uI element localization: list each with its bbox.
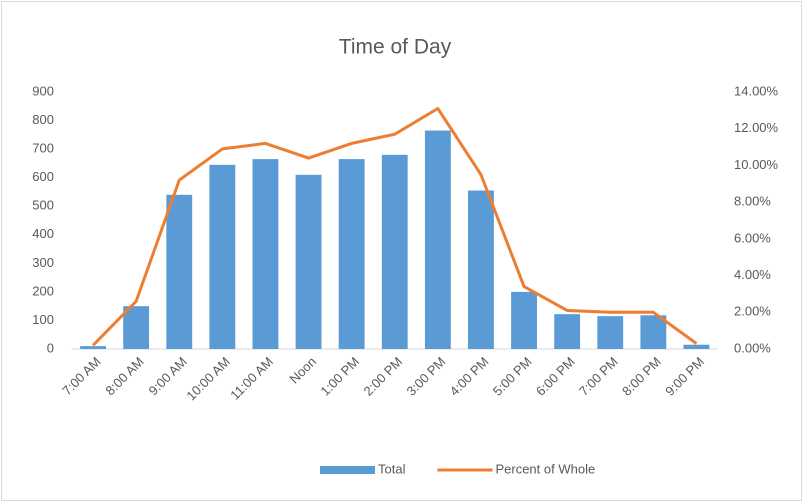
y-tick-label: 400 [32,226,54,241]
bar [683,344,710,349]
bar [381,154,408,349]
y-tick-label: 300 [32,255,54,270]
bar [468,190,494,349]
bar [80,346,106,349]
bar [554,314,581,349]
bar [166,194,193,349]
bar [424,130,451,349]
y-tick-label: 900 [32,83,54,98]
bar [338,159,365,349]
line [91,107,698,347]
y2-tick-label: 0.00% [734,340,771,355]
bar [252,159,279,349]
y-tick-label: 0 [47,340,54,355]
chart-title: Time of Day [339,36,452,59]
bar [640,315,667,349]
bar [597,316,624,349]
y-tick-label: 800 [32,112,54,127]
y2-tick-label: 12.00% [734,120,779,135]
bar [295,174,322,349]
bar [209,164,236,349]
y-tick-label: 100 [32,312,54,327]
y-tick-label: 500 [32,198,54,213]
y2-tick-label: 8.00% [734,194,771,209]
y2-tick-label: 10.00% [734,157,779,172]
y-tick-label: 700 [32,141,54,156]
bar [511,291,537,349]
y-tick-label: 600 [32,169,54,184]
y-tick-label: 200 [32,283,54,298]
legend-swatch [320,466,375,474]
legend-label: Total [378,461,406,476]
bar [123,306,150,349]
y2-tick-label: 2.00% [734,304,771,319]
y2-tick-label: 14.00% [734,83,779,98]
y2-tick-label: 6.00% [734,230,771,245]
y2-tick-label: 4.00% [734,267,771,282]
legend-label: Percent of Whole [495,461,595,476]
